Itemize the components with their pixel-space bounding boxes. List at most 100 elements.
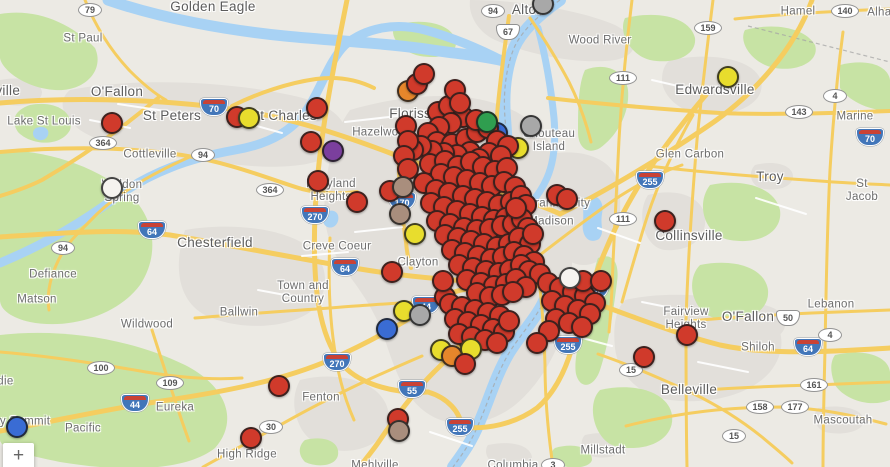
map-marker[interactable]: [571, 316, 593, 338]
map-marker[interactable]: [717, 66, 739, 88]
state-boundary: [452, 0, 561, 467]
minor-road: [755, 197, 807, 215]
state-route-shield: 3: [541, 458, 565, 467]
highway: [534, 258, 555, 467]
map-marker[interactable]: [526, 332, 548, 354]
green-area: [14, 103, 71, 143]
state-route-shield: 111: [609, 212, 637, 226]
map-marker[interactable]: [520, 115, 542, 137]
highway: [0, 96, 160, 198]
map-marker[interactable]: [404, 223, 426, 245]
green-area: [702, 182, 781, 242]
map-marker[interactable]: [307, 170, 329, 192]
minor-road: [559, 331, 613, 347]
green-area: [840, 62, 890, 111]
map-marker[interactable]: [654, 210, 676, 232]
map-marker[interactable]: [238, 107, 260, 129]
urban-area: [294, 376, 389, 451]
minor-road: [429, 431, 473, 447]
minor-road: [257, 289, 313, 301]
map-marker[interactable]: [454, 353, 476, 375]
state-boundary: [747, 25, 890, 63]
green-area: [622, 14, 696, 62]
map-marker[interactable]: [486, 332, 508, 354]
map-marker[interactable]: [502, 281, 524, 303]
interstate-route-shield: 270: [301, 206, 329, 224]
urban-area: [178, 226, 325, 326]
state-route-shield: 177: [781, 400, 809, 414]
map-marker[interactable]: [388, 420, 410, 442]
state-route-shield: 94: [481, 4, 505, 18]
state-route-shield: 94: [191, 148, 215, 162]
minor-road: [641, 301, 693, 313]
state-route-shield: 4: [823, 89, 847, 103]
green-area: [0, 332, 228, 467]
map-marker[interactable]: [392, 176, 414, 198]
state-route-shield: 159: [694, 21, 722, 35]
state-route-shield: 15: [722, 429, 746, 443]
map-marker[interactable]: [676, 324, 698, 346]
map-marker[interactable]: [346, 191, 368, 213]
state-route-shield: 100: [87, 361, 115, 375]
map-marker[interactable]: [498, 310, 520, 332]
green-area: [0, 12, 98, 91]
map-marker[interactable]: [376, 318, 398, 340]
minor-road: [117, 103, 173, 113]
green-area: [578, 66, 629, 151]
state-route-shield: 94: [51, 241, 75, 255]
river: [102, 0, 514, 68]
map-marker[interactable]: [476, 111, 498, 133]
map-marker[interactable]: [101, 112, 123, 134]
minor-road: [697, 361, 749, 373]
state-route-shield: 111: [609, 71, 637, 85]
map-marker[interactable]: [381, 261, 403, 283]
green-area: [692, 262, 769, 320]
green-area: [743, 26, 816, 69]
state-route-shield: 143: [785, 105, 813, 119]
highway: [528, 16, 593, 144]
map-marker[interactable]: [559, 267, 581, 289]
state-route-shield: 158: [746, 400, 774, 414]
map-marker[interactable]: [409, 304, 431, 326]
highway: [0, 350, 244, 381]
map-marker[interactable]: [432, 270, 454, 292]
map-marker[interactable]: [449, 92, 471, 114]
map-marker[interactable]: [240, 427, 262, 449]
highway: [557, 0, 815, 217]
zoom-in-button[interactable]: +: [3, 443, 34, 467]
map-marker[interactable]: [633, 346, 655, 368]
urban-area: [486, 443, 532, 466]
map-marker[interactable]: [306, 97, 328, 119]
interstate-route-shield: 64: [794, 338, 822, 356]
highway: [230, 76, 376, 108]
state-route-shield: 4: [818, 328, 842, 342]
highway: [646, 164, 890, 187]
minor-road: [354, 226, 403, 233]
map-marker[interactable]: [532, 0, 554, 15]
interstate-route-shield: 64: [138, 221, 166, 239]
state-route-shield: 364: [256, 183, 284, 197]
state-route-shield: 109: [156, 376, 184, 390]
state-route-shield: 79: [78, 3, 102, 17]
highway: [546, 96, 890, 116]
map-marker[interactable]: [590, 270, 612, 292]
map-marker[interactable]: [268, 375, 290, 397]
map-marker[interactable]: [300, 131, 322, 153]
map-marker[interactable]: [505, 197, 527, 219]
map-marker[interactable]: [101, 177, 123, 199]
map-marker[interactable]: [389, 203, 411, 225]
map-marker[interactable]: [6, 416, 28, 438]
map-marker[interactable]: [322, 140, 344, 162]
state-route-shield: 15: [619, 363, 643, 377]
map-marker[interactable]: [556, 188, 578, 210]
map-marker[interactable]: [522, 223, 544, 245]
urban-area: [62, 82, 346, 167]
state-route-shield: 30: [259, 420, 283, 434]
lake: [582, 195, 603, 241]
highway: [733, 7, 890, 21]
map-marker[interactable]: [413, 63, 435, 85]
highway: [607, 0, 634, 334]
